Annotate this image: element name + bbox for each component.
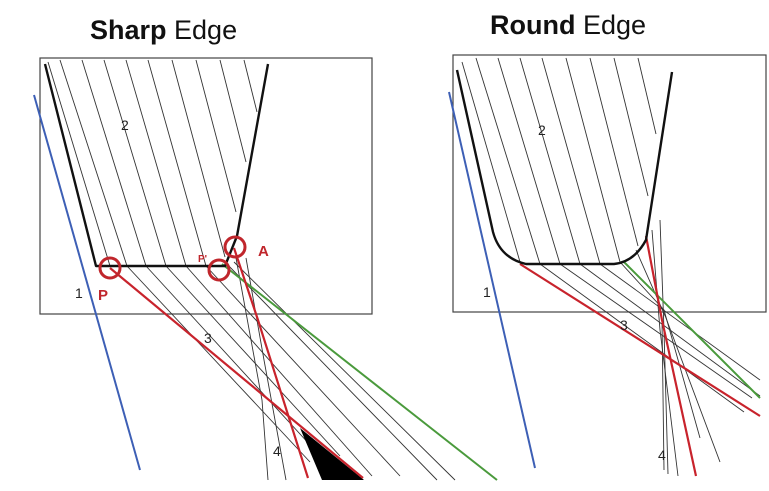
sharp-edge-red-ray-main	[109, 267, 364, 479]
sharp-edge-frame	[39, 57, 373, 315]
round-region-label-1: 1	[483, 284, 491, 300]
sharp-edge-title: Sharp Edge	[90, 15, 237, 45]
point-p-marker	[98, 256, 122, 280]
point-p-prime-label: P'	[198, 254, 207, 265]
round-edge-green-ray	[623, 261, 761, 399]
point-a-marker	[223, 235, 247, 259]
round-edge-frame	[452, 54, 767, 313]
point-p-label: P	[98, 287, 108, 304]
sharp-edge-shadow-triangle	[300, 428, 364, 480]
sharp-edge-exit-rays	[126, 257, 456, 481]
sharp-edge-hatching	[47, 59, 258, 267]
sharp-ray-label-3: 3	[204, 330, 212, 346]
round-region-label-2: 2	[538, 122, 546, 138]
sharp-region-label-1: 1	[75, 285, 83, 301]
round-ray-label-3: 3	[620, 317, 628, 333]
round-edge-tool-outline	[455, 69, 674, 266]
round-edge-panel: Round Edge 2	[448, 10, 767, 477]
sharp-ray-label-4: 4	[273, 443, 281, 459]
sharp-edge-tool-outline	[43, 63, 270, 268]
sharp-edge-blue-ray	[33, 94, 141, 471]
point-p-prime-marker	[207, 258, 231, 282]
point-a-label: A	[258, 243, 269, 260]
round-edge-red-ray-secondary	[644, 235, 698, 477]
sharp-edge-panel: Sharp Edge	[33, 15, 498, 481]
round-edge-blue-ray	[448, 91, 536, 469]
sharp-edge-green-ray	[221, 263, 498, 481]
round-ray-label-4: 4	[658, 447, 666, 463]
round-edge-red-ray-main	[519, 263, 761, 417]
round-edge-hatching	[461, 57, 657, 265]
sharp-region-label-2: 2	[121, 117, 129, 133]
round-edge-title: Round Edge	[490, 10, 646, 40]
sharp-edge-red-ray-secondary	[232, 247, 310, 479]
